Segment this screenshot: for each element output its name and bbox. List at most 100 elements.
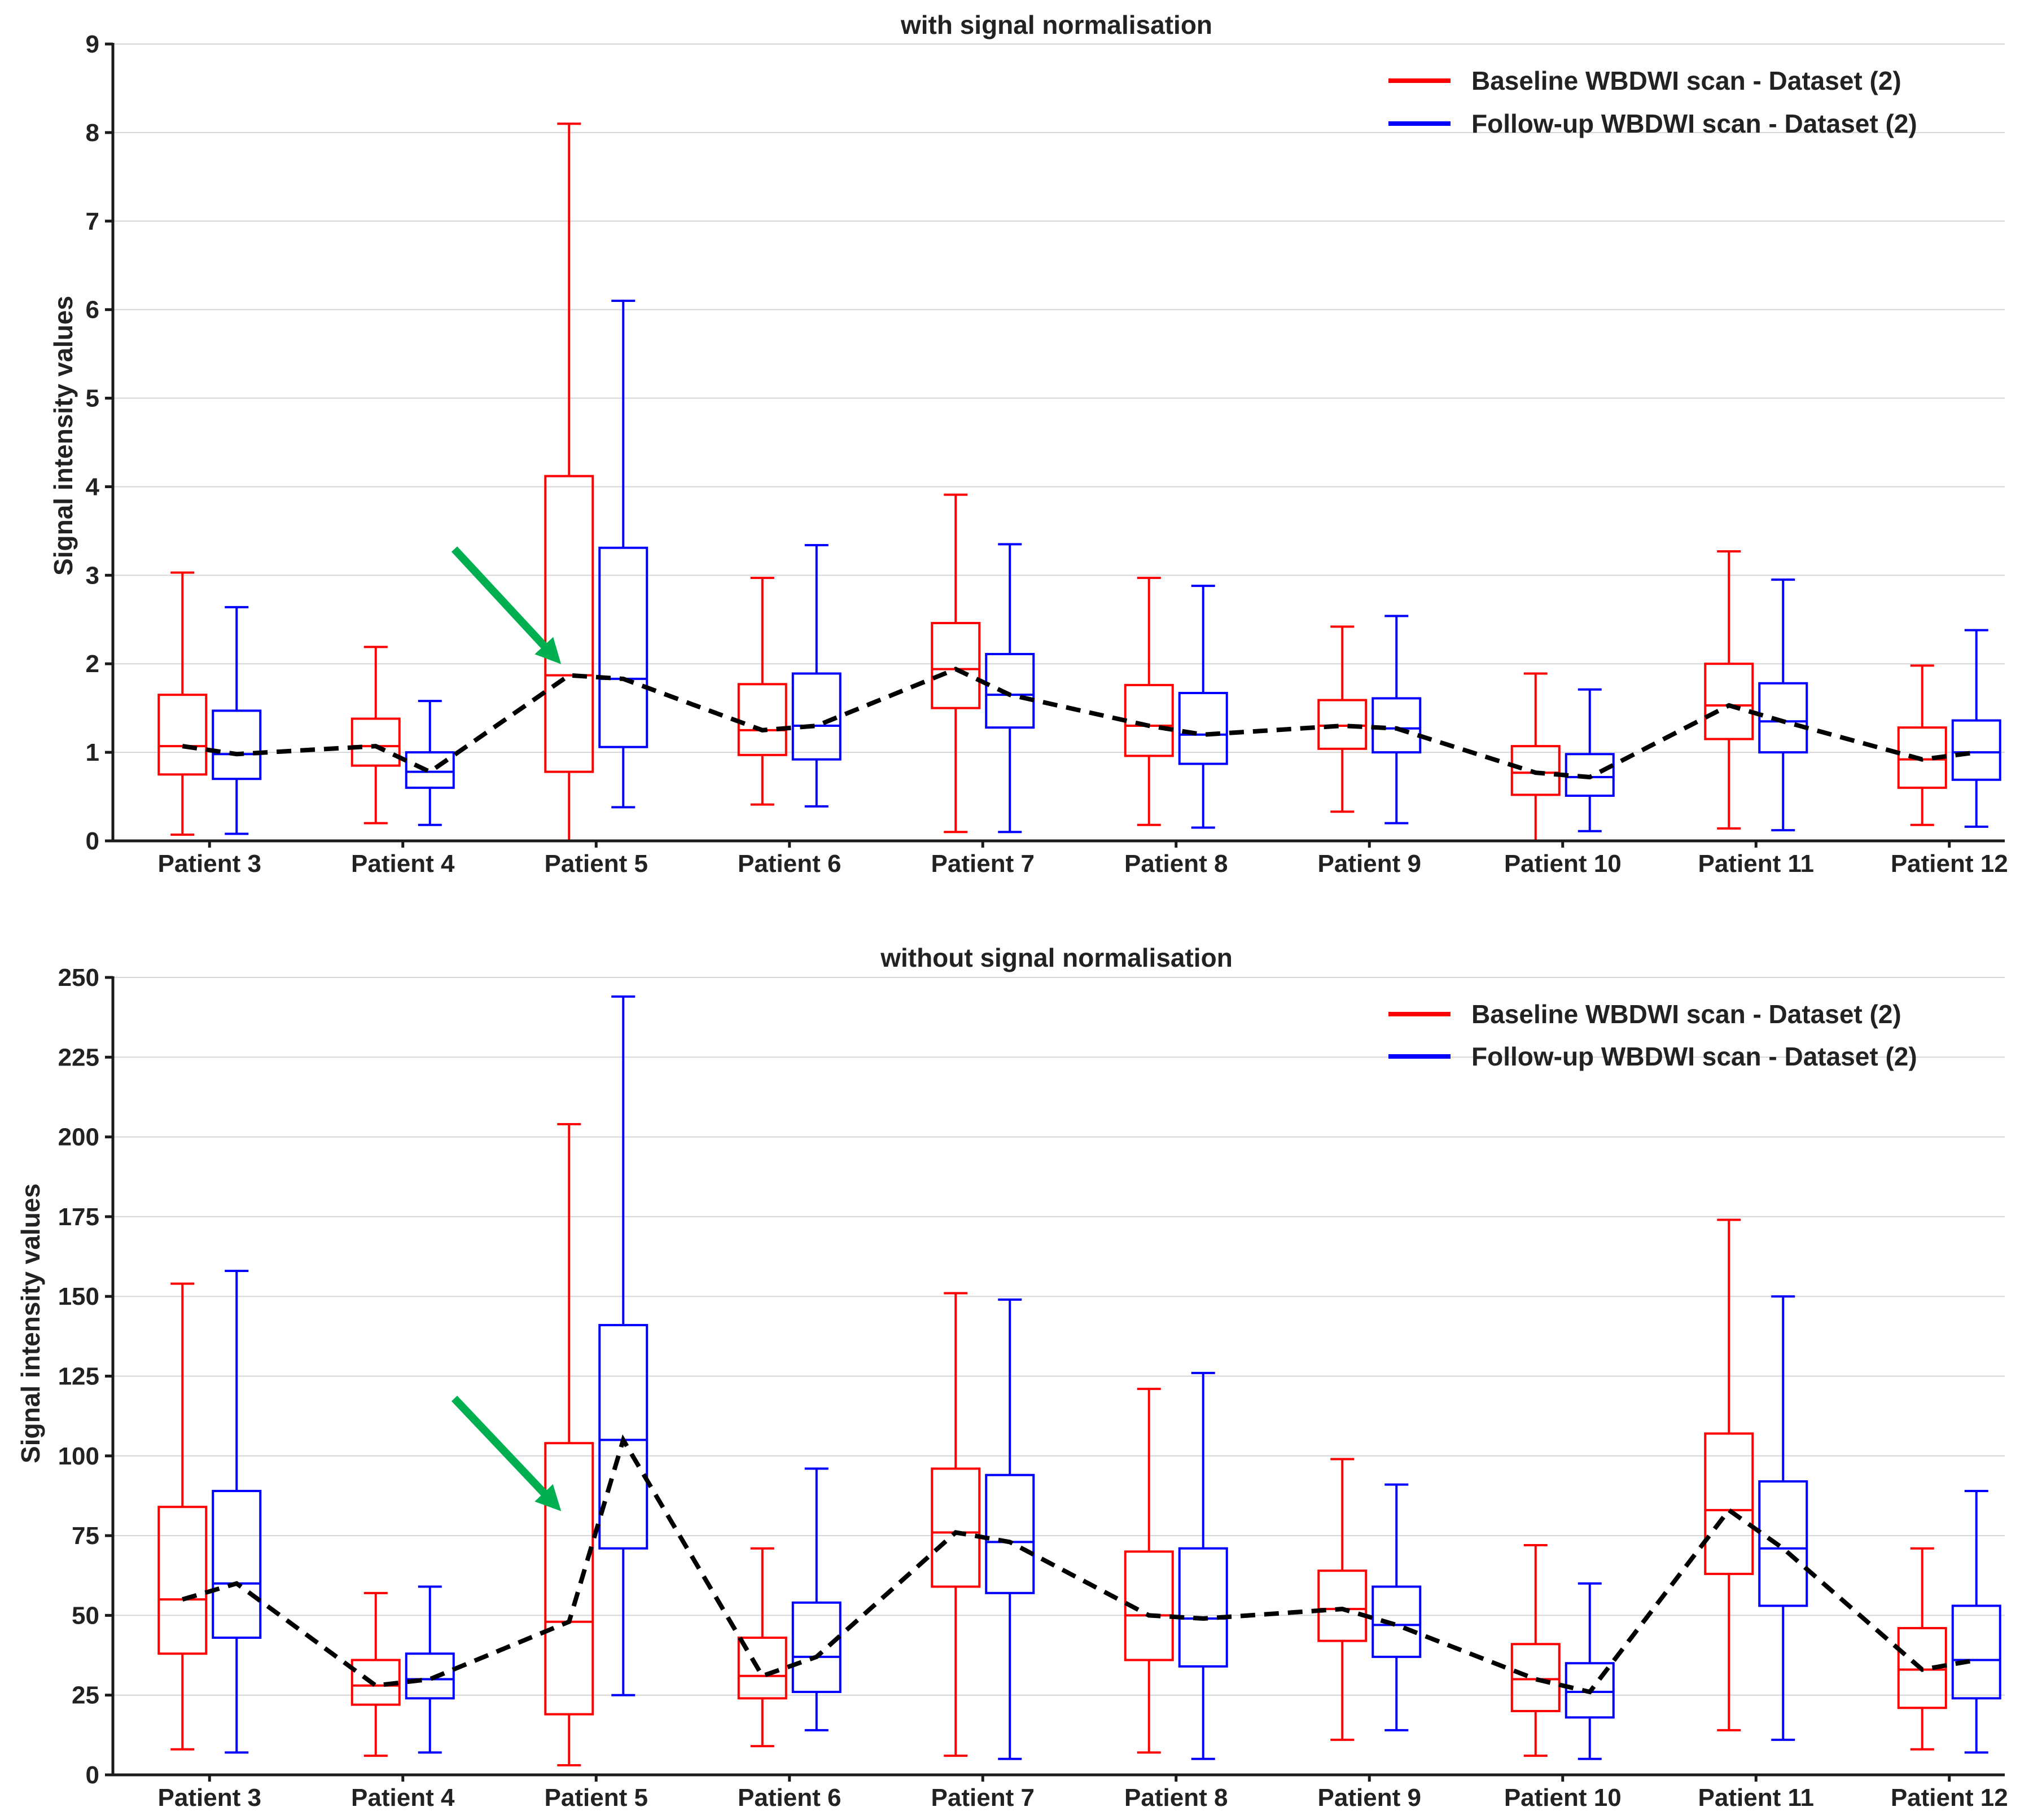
chart-panel-with-normalisation: with signal normalisation Signal intensi… [49,10,2008,878]
y-axis-label: Signal intensity values [49,296,78,576]
boxplot-baseline-patient-9 [1317,625,1368,813]
y-tick-label: 200 [58,1124,99,1151]
y-tick-label: 5 [86,385,99,413]
box-iqr [737,1636,787,1700]
x-tick-label: Patient 3 [158,850,261,878]
x-tick-label: Patient 5 [545,1784,648,1812]
y-tick-label: 25 [72,1682,99,1709]
boxplot-followup-patient-3 [212,1269,262,1754]
x-tick-label: Patient 10 [1504,850,1622,878]
box-iqr [1951,719,2001,781]
box-iqr [405,751,455,789]
trend-lines [182,1434,1977,1695]
boxplot-followup-patient-5 [598,995,648,1696]
boxplot-baseline-patient-6 [737,577,787,806]
median-trend-line [182,1434,1977,1695]
x-tick-label: Patient 3 [158,1784,261,1812]
gridlines [113,977,2005,1696]
chart-title: without signal normalisation [880,943,1233,972]
boxplot-baseline-patient-4 [350,646,401,825]
axes [111,43,2005,843]
box-iqr [350,1659,401,1706]
x-tick-label: Patient 5 [545,850,648,878]
median-trend-line [182,666,1977,780]
box-iqr [1758,1480,1808,1607]
box-iqr [544,1442,594,1716]
box-iqr [405,1652,455,1700]
box-iqr [1124,683,1174,757]
box-iqr [1178,691,1228,765]
box-iqr [1758,682,1808,754]
y-tick-label: 8 [86,119,99,147]
y-tick-label: 0 [86,1761,99,1789]
box-iqr [1317,699,1368,750]
boxplot-baseline-patient-10 [1510,672,1561,842]
boxplot-baseline-patient-12 [1897,664,1947,826]
annotation-arrow [451,1396,562,1511]
y-tick-label: 250 [58,964,99,992]
boxplot-baseline-patient-12 [1897,1547,1947,1751]
boxplot-followup-patient-4 [405,1585,455,1754]
legend: Baseline WBDWI scan - Dataset (2) Follow… [1388,999,1917,1071]
trend-lines [182,666,1977,780]
boxplots [157,122,2001,842]
box-iqr [737,683,787,756]
legend-label-baseline: Baseline WBDWI scan - Dataset (2) [1471,66,1901,95]
box-iqr [157,1506,208,1655]
box-iqr [1704,1432,1754,1575]
box-iqr [544,475,594,773]
boxplot-followup-patient-4 [405,700,455,826]
box-iqr [350,717,401,767]
y-tick-label: 0 [86,827,99,855]
box-iqr [791,1601,842,1694]
box-iqr [212,1489,262,1639]
boxplot-baseline-patient-8 [1124,577,1174,826]
chart-panel-without-normalisation: without signal normalisation Signal inte… [16,943,2008,1812]
box-iqr [1951,1604,2001,1700]
y-axis-label: Signal intensity values [16,1183,45,1463]
box-iqr [931,1467,981,1588]
y-tick-label: 3 [86,562,99,589]
gridlines [113,43,2005,753]
y-tick-label: 9 [86,30,99,58]
x-tick-label: Patient 8 [1124,850,1228,878]
y-tick-label: 2 [86,650,99,678]
boxplot-followup-patient-8 [1178,1371,1228,1760]
x-tick-label: Patient 10 [1504,1784,1622,1812]
x-tick-label: Patient 6 [738,850,841,878]
box-iqr [1704,663,1754,740]
x-tick-label: Patient 6 [738,1784,841,1812]
boxplot-followup-patient-9 [1372,1483,1422,1731]
box-iqr [1124,1550,1174,1661]
boxplot-followup-patient-3 [212,606,262,835]
x-tick-label: Patient 12 [1891,850,2008,878]
y-tick-label: 75 [72,1522,99,1550]
x-ticks: Patient 3 Patient 4 Patient 5 Patient 6 Pati… [158,841,2008,878]
legend-label-followup: Follow-up WBDWI scan - Dataset (2) [1471,109,1917,138]
x-tick-label: Patient 4 [351,1784,455,1812]
y-tick-label: 6 [86,296,99,324]
boxplot-followup-patient-11 [1758,578,1808,832]
axes [111,976,2005,1777]
y-tick-label: 7 [86,208,99,235]
legend-label-followup: Follow-up WBDWI scan - Dataset (2) [1471,1042,1917,1071]
box-iqr [1565,1662,1615,1719]
boxplot-followup-patient-6 [791,1467,842,1731]
box-iqr [212,709,262,780]
boxplot-baseline-patient-3 [157,571,208,836]
boxplot-followup-patient-6 [791,543,842,808]
y-tick-label: 125 [58,1363,99,1391]
chart-title: with signal normalisation [900,10,1212,40]
x-tick-label: Patient 8 [1124,1784,1228,1812]
box-iqr [598,546,648,748]
y-tick-label: 225 [58,1043,99,1071]
box-iqr [791,672,842,761]
box-iqr [1372,1585,1422,1658]
boxplot-baseline-patient-4 [350,1591,401,1757]
boxplot-followup-patient-12 [1951,629,2001,828]
box-iqr [1178,1547,1228,1668]
box-iqr [1372,697,1422,754]
boxplot-baseline-patient-9 [1317,1458,1368,1741]
legend: Baseline WBDWI scan - Dataset (2) Follow… [1388,66,1917,138]
